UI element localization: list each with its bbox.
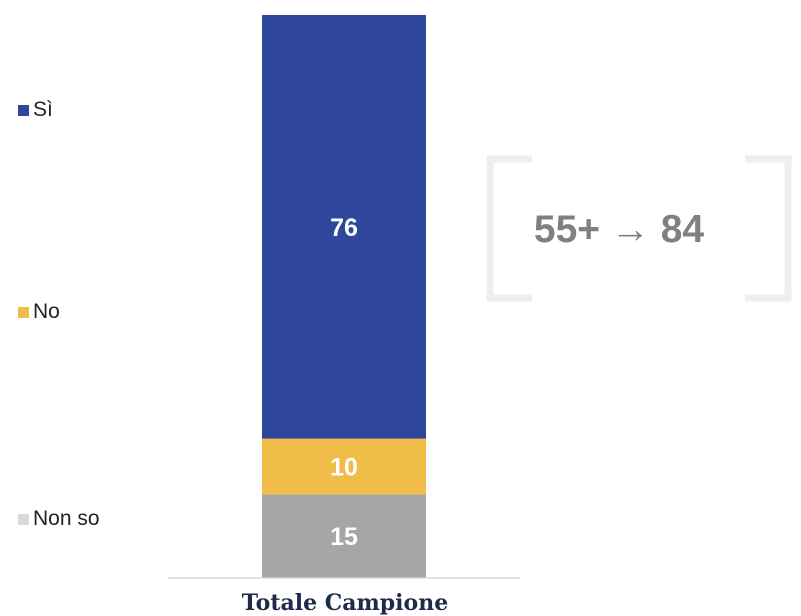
bar-segment-no	[262, 438, 426, 495]
bar-group	[262, 15, 426, 578]
right-bracket	[745, 155, 792, 302]
legend-label: No	[33, 300, 60, 323]
legend-label: Non so	[33, 507, 100, 530]
value-label-no: 10	[330, 454, 358, 482]
value-label-group: 15 10 76	[330, 214, 358, 551]
callout-text: 55+ → 84	[533, 208, 705, 251]
callout-brackets	[486, 155, 792, 302]
legend-swatch	[18, 513, 29, 525]
legend-item: Sì	[18, 98, 53, 122]
legend-swatch	[18, 306, 29, 318]
legend-swatch	[18, 104, 29, 116]
legend-item: Non so	[18, 507, 100, 531]
bar-segment-s	[262, 15, 426, 439]
legend-label: Sì	[33, 98, 53, 121]
bar-segment-non-so	[262, 494, 426, 578]
left-bracket	[486, 155, 532, 302]
legend-item: No	[18, 300, 60, 324]
x-axis-category-label: Totale Campione	[241, 590, 449, 616]
value-label-s: 76	[330, 214, 358, 242]
value-label-non-so: 15	[330, 523, 358, 551]
